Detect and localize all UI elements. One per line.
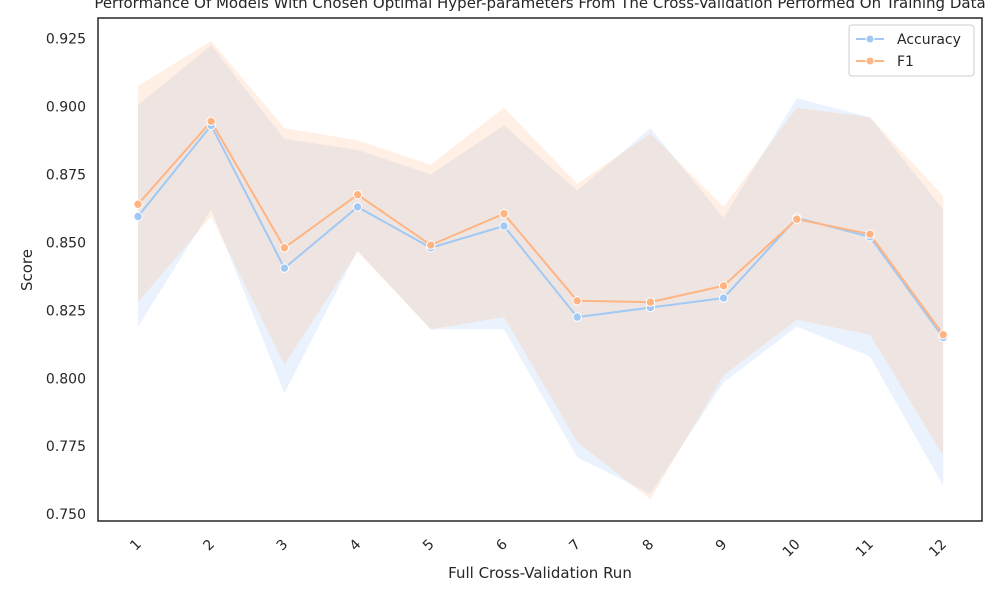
accuracy-point: [133, 211, 143, 222]
y-tick-label: 0.825: [46, 303, 86, 319]
plot-frame: [97, 17, 983, 522]
f1-line: [137, 119, 945, 336]
y-tick-label: 0.775: [46, 439, 86, 455]
chart-title: Performance Of Models With Chosen Optima…: [94, 0, 985, 12]
legend-f1-marker: [865, 56, 875, 66]
f1-point: [133, 199, 143, 209]
y-tick-label: 0.900: [46, 99, 86, 115]
f1-point: [426, 240, 436, 250]
series-lines: [137, 119, 945, 339]
f1-point: [499, 209, 509, 219]
legend-box: [848, 24, 975, 77]
y-tick-label: 0.800: [46, 371, 86, 387]
f1-point: [938, 330, 948, 340]
y-axis-label: Score: [18, 249, 36, 291]
accuracy-point: [352, 202, 363, 212]
series-points: [133, 116, 948, 343]
accuracy-point: [279, 263, 290, 273]
legend-accuracy-marker: [865, 34, 875, 44]
f1-point: [572, 296, 582, 306]
y-tick-label: 0.750: [46, 507, 86, 523]
f1-point: [352, 190, 363, 200]
legend: Accuracy F1: [848, 24, 975, 77]
legend-accuracy-label: Accuracy: [897, 32, 961, 48]
y-tick-label: 0.925: [46, 31, 86, 47]
legend-f1-label: F1: [897, 54, 914, 70]
f1-point: [865, 229, 875, 239]
accuracy-point: [718, 293, 729, 303]
accuracy-point: [499, 221, 509, 231]
f1-point: [792, 214, 802, 224]
f1-point: [645, 297, 656, 307]
x-axis-label: Full Cross-Validation Run: [448, 564, 632, 582]
y-axis-ticks: 0.750 0.775 0.800 0.825 0.850 0.875 0.900 0.925: [46, 31, 86, 523]
accuracy-point: [572, 312, 582, 322]
y-tick-label: 0.850: [46, 235, 86, 251]
f1-point: [279, 243, 290, 253]
f1-point: [206, 116, 216, 127]
accuracy-confidence-band: [138, 45, 944, 494]
f1-point: [718, 281, 729, 291]
y-tick-label: 0.875: [46, 167, 86, 183]
